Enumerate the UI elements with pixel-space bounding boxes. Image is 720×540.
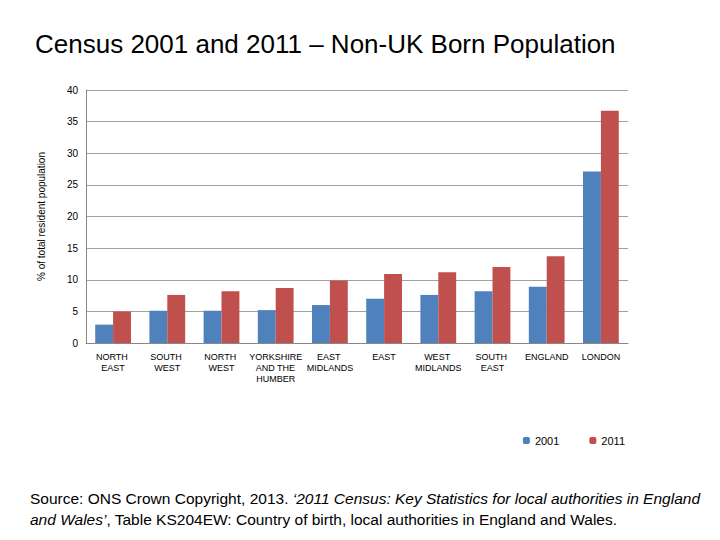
svg-text:YORKSHIRE: YORKSHIRE: [249, 352, 302, 362]
svg-text:% of total resident population: % of total resident population: [36, 152, 47, 281]
svg-text:ENGLAND: ENGLAND: [525, 352, 569, 362]
svg-text:NORTH: NORTH: [96, 352, 130, 362]
svg-text:LONDON: LONDON: [582, 352, 621, 362]
svg-text:EAST: EAST: [101, 363, 125, 373]
svg-text:EAST: EAST: [372, 352, 396, 362]
svg-text:SOUTH: SOUTH: [475, 352, 509, 362]
svg-text:MIDLANDS: MIDLANDS: [307, 363, 354, 373]
svg-text:SOUTH: SOUTH: [150, 352, 184, 362]
svg-text:35: 35: [67, 116, 79, 127]
svg-text:20: 20: [67, 211, 79, 222]
svg-text:10: 10: [67, 274, 79, 285]
svg-text:EAST: EAST: [481, 363, 505, 373]
svg-text:NORTH: NORTH: [204, 352, 238, 362]
svg-text:15: 15: [67, 243, 79, 254]
svg-text:2011: 2011: [601, 435, 625, 447]
svg-text:Census 2001 and 2011 – Non-UK: Census 2001 and 2011 – Non-UK Born Popul…: [35, 29, 616, 59]
html-text:Source: ONS Crown Copyright, 2: Source: ONS Crown Copyright, 2013. ‘2011…: [30, 490, 700, 528]
svg-text:MIDLANDS: MIDLANDS: [415, 363, 462, 373]
svg-text:30: 30: [67, 148, 79, 159]
svg-text:2001: 2001: [535, 435, 559, 447]
svg-text:40: 40: [67, 85, 79, 96]
svg-text:AND THE: AND THE: [254, 363, 298, 373]
svg-text:WEST: WEST: [424, 352, 452, 362]
svg-text:EAST: EAST: [317, 352, 343, 362]
svg-text:0: 0: [72, 338, 78, 349]
svg-text:WEST: WEST: [154, 363, 181, 373]
svg-text:25: 25: [67, 179, 79, 190]
svg-text:WEST: WEST: [209, 363, 236, 373]
svg-text:HUMBER: HUMBER: [256, 374, 296, 384]
svg-text:5: 5: [72, 306, 78, 317]
